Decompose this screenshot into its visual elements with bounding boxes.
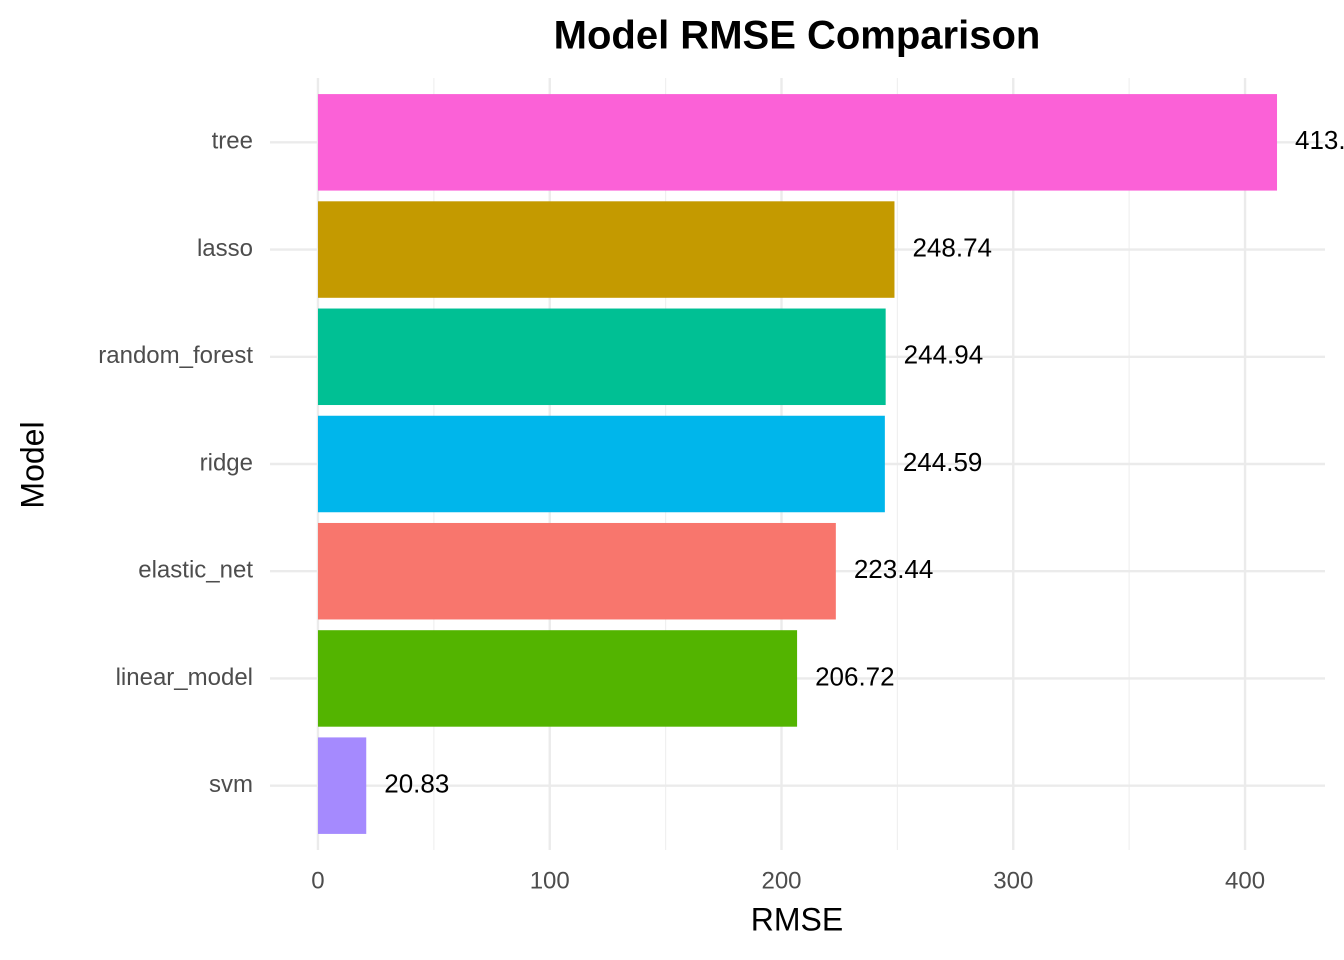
value-label: 413.8 [1295, 125, 1344, 155]
y-tick-label: linear_model [116, 664, 253, 691]
y-axis-title: Model [14, 421, 50, 508]
chart-title: Model RMSE Comparison [554, 14, 1041, 58]
bar [317, 94, 1278, 191]
value-label: 248.74 [912, 232, 992, 262]
value-label: 244.59 [903, 447, 983, 477]
y-tick-label: random_forest [98, 342, 253, 369]
x-tick-label: 300 [993, 867, 1033, 894]
x-tick-label: 400 [1225, 867, 1265, 894]
bar [317, 522, 836, 620]
y-tick-label: svm [209, 771, 253, 798]
value-label: 20.83 [384, 769, 449, 799]
bar [317, 415, 885, 513]
y-tick-label: lasso [197, 235, 253, 262]
value-label: 223.44 [854, 554, 934, 584]
x-tick-label: 100 [530, 867, 570, 894]
value-label: 206.72 [815, 661, 895, 691]
bar [317, 737, 367, 834]
bar [317, 630, 798, 727]
value-label: 244.94 [904, 340, 984, 370]
x-tick-label: 200 [761, 867, 801, 894]
x-tick-label: 0 [311, 867, 324, 894]
bar [317, 308, 886, 406]
y-tick-label: elastic_net [138, 557, 253, 584]
y-tick-label: ridge [200, 449, 253, 476]
y-tick-label: tree [212, 128, 253, 155]
x-axis-title: RMSE [751, 901, 843, 937]
bar [317, 201, 895, 298]
